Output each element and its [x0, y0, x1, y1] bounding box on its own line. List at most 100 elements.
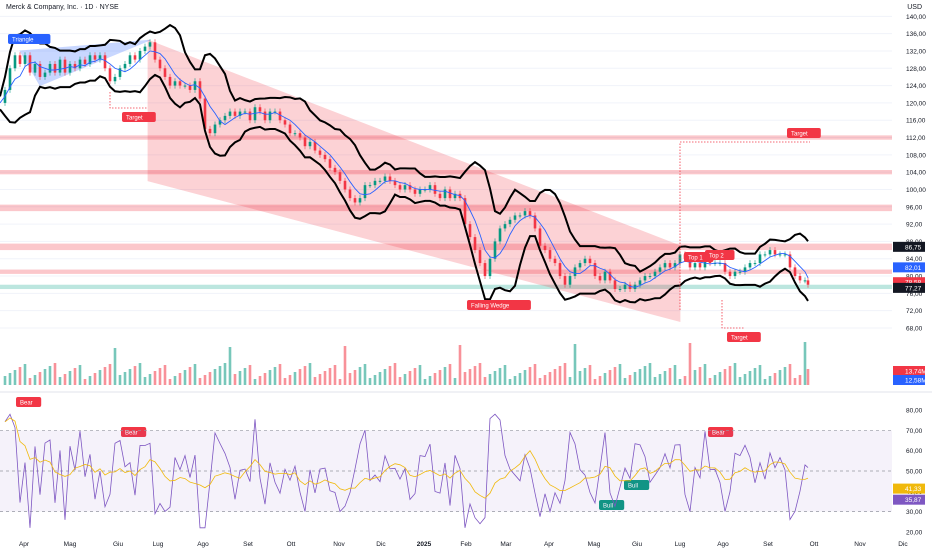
- volume-bar: [8, 373, 12, 385]
- volume-bar: [728, 366, 732, 385]
- candle-body: [538, 228, 542, 246]
- candle-body: [138, 50, 142, 60]
- volume-bar: [153, 371, 157, 385]
- candle-body: [453, 193, 457, 199]
- candle-body: [338, 172, 342, 181]
- candle-body: [503, 224, 507, 229]
- candle-body: [348, 189, 352, 199]
- candle-body: [263, 111, 267, 121]
- candle-body: [403, 185, 407, 190]
- price-tick-label: 140,00: [906, 14, 926, 21]
- candle-body: [523, 211, 527, 216]
- price-tick-label: 92,00: [906, 222, 923, 229]
- volume-bar: [643, 366, 647, 385]
- volume-bar: [783, 367, 787, 385]
- volume-bar: [533, 364, 537, 385]
- price-label-badge: [893, 282, 925, 293]
- price-label: 86,75: [905, 244, 922, 251]
- volume-bar: [453, 378, 457, 385]
- candle-body: [533, 215, 537, 229]
- volume-bar: [423, 379, 427, 385]
- candle-body: [603, 271, 607, 281]
- volume-bar: [428, 376, 432, 385]
- volume-bar: [443, 367, 447, 385]
- candle-body: [228, 111, 232, 116]
- volume-bar: [78, 365, 82, 385]
- price-tick-label: 100,00: [906, 187, 926, 194]
- volume-bar: [673, 365, 677, 385]
- target-line: [721, 300, 745, 329]
- volume-bar: [488, 374, 492, 385]
- volume-bar: [63, 374, 67, 385]
- candle-body: [473, 237, 477, 251]
- volume-bar: [318, 374, 322, 385]
- x-tick-label: 2025: [417, 541, 432, 548]
- candle-body: [223, 115, 227, 121]
- volume-bar: [313, 377, 317, 385]
- candle-body: [158, 59, 162, 69]
- volume-bar: [468, 369, 472, 385]
- price-tick-label: 68,00: [906, 326, 923, 333]
- candle-body: [688, 258, 692, 268]
- candle-body: [278, 111, 282, 121]
- volume-bar: [188, 367, 192, 385]
- candle-body: [423, 189, 427, 191]
- candle-body: [83, 59, 87, 64]
- x-tick-label: Ott: [810, 541, 819, 548]
- volume-bar: [613, 367, 617, 385]
- x-tick-label: Ott: [287, 541, 296, 548]
- candle-body: [313, 141, 317, 151]
- volume-bar: [743, 374, 747, 385]
- resistance-zone: [0, 204, 892, 212]
- volume-bar: [503, 365, 507, 385]
- volume-bar: [618, 364, 622, 385]
- price-tick-label: 104,00: [906, 170, 926, 177]
- candle-body: [33, 63, 37, 73]
- volume-bar: [763, 379, 767, 385]
- price-label: 12,58M: [905, 378, 927, 385]
- volume-bar: [688, 343, 692, 385]
- volume-bar: [363, 364, 367, 385]
- candle-body: [798, 276, 802, 281]
- candle-body: [598, 276, 602, 281]
- x-tick-label: Dic: [898, 541, 908, 548]
- volume-bar: [203, 375, 207, 385]
- candle-body: [488, 258, 492, 277]
- candle-body: [763, 254, 767, 256]
- candle-body: [558, 263, 562, 277]
- candle-body: [268, 111, 272, 121]
- candle-body: [568, 276, 572, 285]
- volume-bar: [158, 368, 162, 385]
- candle-body: [308, 141, 312, 147]
- candle-body: [133, 55, 137, 60]
- volume-bar: [263, 373, 267, 385]
- annotation-label: Bear: [125, 431, 138, 437]
- volume-bar: [523, 370, 527, 385]
- volume-bar: [668, 368, 672, 385]
- annotation-label: Bull: [603, 504, 613, 510]
- candle-body: [593, 263, 597, 277]
- volume-bar: [323, 371, 327, 385]
- target-line: [679, 141, 810, 310]
- candle-body: [383, 176, 387, 181]
- candle-body: [693, 263, 697, 268]
- candle-body: [658, 267, 662, 272]
- candle-body: [388, 176, 392, 181]
- candle-body: [198, 81, 202, 99]
- volume-bar: [708, 378, 712, 385]
- volume-bar: [233, 374, 237, 385]
- volume-bar: [603, 373, 607, 385]
- price-label: 13,74M: [905, 369, 927, 376]
- volume-bar: [183, 370, 187, 385]
- volume-bar: [308, 363, 312, 385]
- candle-body: [448, 189, 452, 199]
- volume-bar: [448, 364, 452, 385]
- volume-bar: [58, 377, 62, 385]
- x-tick-label: Ago: [197, 541, 209, 548]
- candle-body: [358, 198, 362, 203]
- price-tick-label: 108,00: [906, 152, 926, 159]
- candle-body: [68, 63, 72, 73]
- volume-bar: [703, 364, 707, 385]
